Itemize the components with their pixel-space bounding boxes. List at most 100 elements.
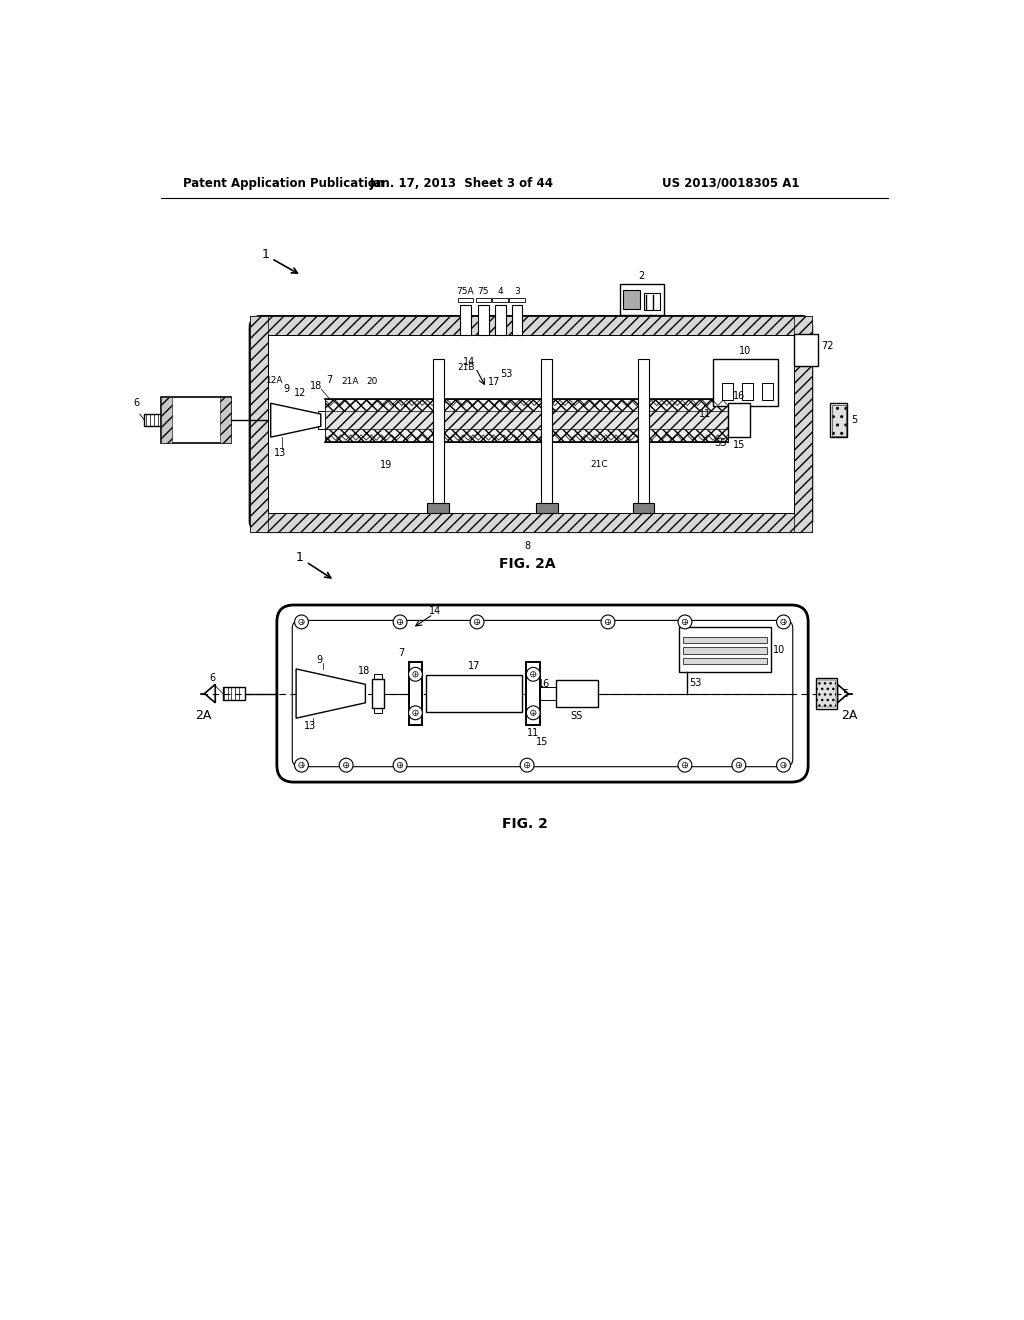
Bar xyxy=(478,305,488,335)
Bar xyxy=(495,305,506,335)
Bar xyxy=(162,397,230,444)
Bar xyxy=(556,680,598,708)
Circle shape xyxy=(526,706,541,719)
Bar xyxy=(728,404,750,437)
Text: US 2013/0018305 A1: US 2013/0018305 A1 xyxy=(662,177,800,190)
Circle shape xyxy=(526,668,541,681)
Text: 11: 11 xyxy=(698,409,711,418)
FancyBboxPatch shape xyxy=(250,317,812,532)
Text: 13: 13 xyxy=(273,447,286,458)
Bar xyxy=(223,688,245,700)
Bar xyxy=(816,678,838,709)
Text: 9: 9 xyxy=(283,384,289,395)
Circle shape xyxy=(732,758,745,772)
Bar xyxy=(427,503,449,513)
Text: 18: 18 xyxy=(310,380,323,391)
Text: 5: 5 xyxy=(851,416,857,425)
Bar xyxy=(683,659,767,664)
Text: 5: 5 xyxy=(842,689,848,698)
Bar xyxy=(372,678,384,708)
Circle shape xyxy=(601,615,614,628)
Text: 11: 11 xyxy=(527,727,540,738)
Text: FIG. 2: FIG. 2 xyxy=(502,817,548,832)
Text: SS: SS xyxy=(715,438,726,449)
Text: 10: 10 xyxy=(739,346,752,356)
Text: 72: 72 xyxy=(821,341,834,351)
Bar xyxy=(144,414,162,426)
Text: 6: 6 xyxy=(209,673,215,684)
Bar xyxy=(162,397,172,444)
Text: 1: 1 xyxy=(261,248,269,261)
Circle shape xyxy=(776,758,791,772)
Text: 7: 7 xyxy=(397,648,403,657)
Bar xyxy=(683,636,767,643)
Circle shape xyxy=(409,706,422,719)
Text: 2A: 2A xyxy=(195,709,211,722)
Bar xyxy=(817,680,836,708)
Bar xyxy=(683,647,767,653)
Bar xyxy=(830,404,848,437)
Text: 53: 53 xyxy=(501,370,513,379)
Bar xyxy=(268,335,794,513)
Text: 8: 8 xyxy=(524,541,530,550)
Text: 12A: 12A xyxy=(266,376,284,384)
Bar xyxy=(374,675,382,678)
Bar xyxy=(512,305,522,335)
Circle shape xyxy=(776,615,791,628)
Bar xyxy=(250,317,812,335)
Text: 21C: 21C xyxy=(591,461,608,470)
Text: 1: 1 xyxy=(296,550,304,564)
Bar xyxy=(460,305,471,335)
Text: 2: 2 xyxy=(639,271,645,281)
Text: 4: 4 xyxy=(498,288,503,296)
Circle shape xyxy=(393,615,407,628)
Bar xyxy=(326,411,728,429)
Bar xyxy=(794,317,812,532)
Bar xyxy=(220,397,230,444)
Bar xyxy=(458,298,473,302)
Bar xyxy=(713,359,778,407)
Text: Patent Application Publication: Patent Application Publication xyxy=(183,177,384,190)
Circle shape xyxy=(339,758,353,772)
Bar xyxy=(537,503,558,513)
Circle shape xyxy=(409,668,422,681)
Circle shape xyxy=(678,615,692,628)
Polygon shape xyxy=(270,404,321,437)
Circle shape xyxy=(470,615,484,628)
Bar xyxy=(620,284,665,314)
Text: 10: 10 xyxy=(773,644,785,655)
Bar xyxy=(679,627,771,672)
Text: 18: 18 xyxy=(357,667,370,676)
Circle shape xyxy=(678,758,692,772)
Text: 15: 15 xyxy=(733,440,745,450)
Text: 21B: 21B xyxy=(458,363,475,372)
Text: 9: 9 xyxy=(316,655,323,665)
Bar xyxy=(250,513,812,532)
Circle shape xyxy=(295,615,308,628)
Bar xyxy=(762,383,773,400)
Bar xyxy=(633,503,654,513)
Circle shape xyxy=(520,758,535,772)
Bar xyxy=(833,405,846,436)
Text: 21A: 21A xyxy=(341,378,358,387)
Text: 17: 17 xyxy=(468,661,480,671)
Text: 16: 16 xyxy=(538,680,550,689)
Bar xyxy=(624,290,640,309)
Circle shape xyxy=(393,758,407,772)
Text: 19: 19 xyxy=(380,459,392,470)
Bar xyxy=(326,399,728,442)
Text: Jan. 17, 2013  Sheet 3 of 44: Jan. 17, 2013 Sheet 3 of 44 xyxy=(370,177,554,190)
Text: 14: 14 xyxy=(429,606,441,616)
Bar xyxy=(493,298,508,302)
Text: 17: 17 xyxy=(488,376,501,387)
Polygon shape xyxy=(296,669,366,718)
Bar xyxy=(374,708,382,713)
Text: 13: 13 xyxy=(304,721,316,731)
Text: SS: SS xyxy=(570,711,583,721)
Bar xyxy=(638,359,649,513)
Bar xyxy=(409,663,422,725)
Bar xyxy=(794,334,818,367)
Bar xyxy=(644,293,659,310)
Bar xyxy=(542,359,552,513)
Text: 16: 16 xyxy=(733,391,745,400)
